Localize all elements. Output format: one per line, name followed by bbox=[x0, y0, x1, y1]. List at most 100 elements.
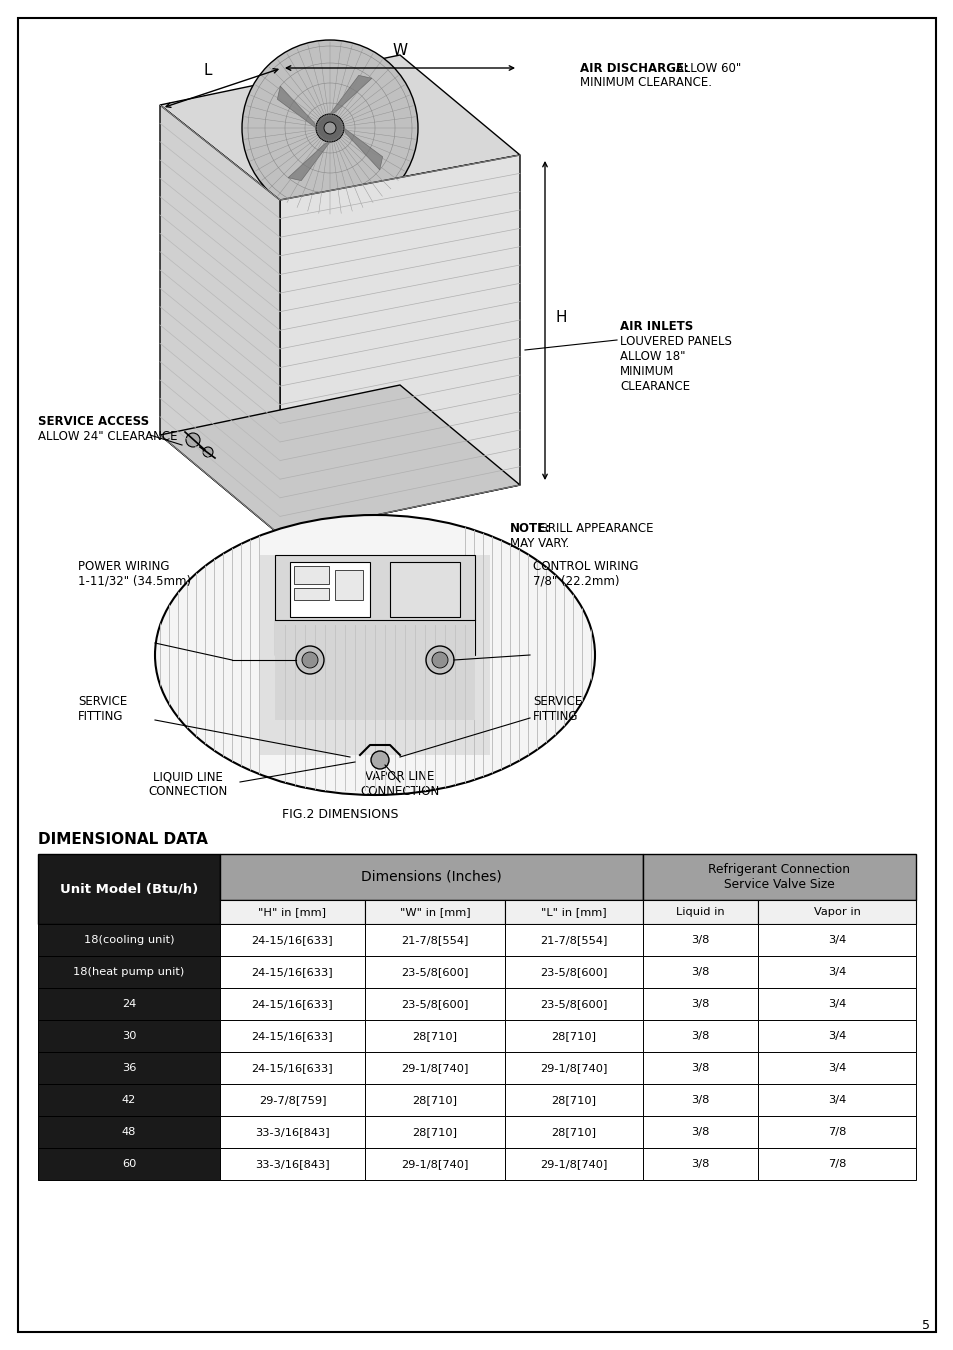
Text: 30: 30 bbox=[122, 1031, 136, 1041]
Bar bbox=[365, 1084, 504, 1116]
Text: 3/8: 3/8 bbox=[691, 1127, 709, 1137]
Text: CONTROL WIRING: CONTROL WIRING bbox=[533, 560, 638, 572]
Text: 23-5/8[600]: 23-5/8[600] bbox=[539, 967, 607, 977]
Bar bbox=[335, 570, 363, 599]
Bar bbox=[642, 900, 758, 923]
Text: 24-15/16[633]: 24-15/16[633] bbox=[252, 999, 333, 1008]
Bar bbox=[294, 589, 329, 599]
Polygon shape bbox=[280, 155, 519, 535]
Bar bbox=[38, 956, 220, 988]
Bar bbox=[758, 1084, 915, 1116]
Bar bbox=[365, 956, 504, 988]
Text: ALLOW 18": ALLOW 18" bbox=[619, 350, 685, 363]
Text: DIMENSIONAL DATA: DIMENSIONAL DATA bbox=[38, 832, 208, 846]
Bar bbox=[220, 988, 365, 1021]
Text: 29-1/8[740]: 29-1/8[740] bbox=[539, 1062, 607, 1073]
Bar bbox=[290, 562, 370, 617]
Bar bbox=[38, 1116, 220, 1148]
Text: 29-1/8[740]: 29-1/8[740] bbox=[401, 1160, 468, 1169]
Text: Dimensions (Inches): Dimensions (Inches) bbox=[361, 869, 501, 884]
Text: Unit Model (Btu/h): Unit Model (Btu/h) bbox=[60, 883, 198, 895]
Bar bbox=[504, 1116, 642, 1148]
Bar bbox=[504, 988, 642, 1021]
Text: 23-5/8[600]: 23-5/8[600] bbox=[401, 967, 468, 977]
Text: 7/8: 7/8 bbox=[827, 1127, 845, 1137]
Text: FITTING: FITTING bbox=[78, 710, 123, 724]
Text: "H" in [mm]: "H" in [mm] bbox=[258, 907, 326, 917]
Text: 24-15/16[633]: 24-15/16[633] bbox=[252, 1031, 333, 1041]
Polygon shape bbox=[160, 385, 519, 535]
Circle shape bbox=[242, 40, 417, 216]
Text: 36: 36 bbox=[122, 1062, 136, 1073]
Text: L: L bbox=[204, 63, 212, 78]
Bar bbox=[642, 1116, 758, 1148]
Bar bbox=[365, 1021, 504, 1052]
Text: CONNECTION: CONNECTION bbox=[360, 784, 439, 798]
Text: 3/4: 3/4 bbox=[827, 936, 845, 945]
Text: ALLOW 24" CLEARANCE: ALLOW 24" CLEARANCE bbox=[38, 431, 177, 443]
Circle shape bbox=[315, 113, 344, 142]
Text: 7/8: 7/8 bbox=[827, 1160, 845, 1169]
Text: 60: 60 bbox=[122, 1160, 136, 1169]
Text: 24: 24 bbox=[122, 999, 136, 1008]
Polygon shape bbox=[344, 128, 382, 170]
Bar bbox=[365, 988, 504, 1021]
Bar bbox=[642, 855, 915, 900]
Text: 3/8: 3/8 bbox=[691, 999, 709, 1008]
Text: 3/4: 3/4 bbox=[827, 999, 845, 1008]
Text: 28[710]: 28[710] bbox=[412, 1095, 457, 1106]
Text: Vapor in: Vapor in bbox=[813, 907, 860, 917]
Text: 3/8: 3/8 bbox=[691, 1095, 709, 1106]
Text: MINIMUM CLEARANCE.: MINIMUM CLEARANCE. bbox=[579, 76, 711, 89]
Text: GRILL APPEARANCE: GRILL APPEARANCE bbox=[535, 522, 653, 535]
Bar bbox=[642, 956, 758, 988]
Text: ALLOW 60": ALLOW 60" bbox=[671, 62, 740, 76]
Text: 3/4: 3/4 bbox=[827, 1095, 845, 1106]
Polygon shape bbox=[277, 86, 315, 128]
Bar bbox=[38, 923, 220, 956]
Text: 24-15/16[633]: 24-15/16[633] bbox=[252, 967, 333, 977]
Text: "W" in [mm]: "W" in [mm] bbox=[399, 907, 470, 917]
Text: SERVICE: SERVICE bbox=[78, 695, 127, 707]
Bar bbox=[642, 1021, 758, 1052]
Text: Refrigerant Connection
Service Valve Size: Refrigerant Connection Service Valve Siz… bbox=[708, 863, 850, 891]
Circle shape bbox=[426, 647, 454, 674]
Text: LOUVERED PANELS: LOUVERED PANELS bbox=[619, 335, 731, 348]
Bar bbox=[365, 1052, 504, 1084]
Text: FIG.2 DIMENSIONS: FIG.2 DIMENSIONS bbox=[281, 809, 397, 821]
Text: 23-5/8[600]: 23-5/8[600] bbox=[539, 999, 607, 1008]
Bar bbox=[220, 855, 642, 900]
Circle shape bbox=[203, 447, 213, 458]
Text: 3/8: 3/8 bbox=[691, 936, 709, 945]
Text: MAY VARY.: MAY VARY. bbox=[510, 537, 569, 549]
Bar bbox=[758, 1021, 915, 1052]
Text: SERVICE ACCESS: SERVICE ACCESS bbox=[38, 414, 149, 428]
Text: 29-1/8[740]: 29-1/8[740] bbox=[539, 1160, 607, 1169]
Text: MINIMUM: MINIMUM bbox=[619, 364, 674, 378]
Bar bbox=[504, 923, 642, 956]
Text: AIR DISCHARGE:: AIR DISCHARGE: bbox=[579, 62, 688, 76]
Bar bbox=[365, 900, 504, 923]
Polygon shape bbox=[288, 142, 330, 181]
Polygon shape bbox=[160, 55, 519, 200]
Text: "L" in [mm]: "L" in [mm] bbox=[540, 907, 606, 917]
Bar bbox=[38, 1021, 220, 1052]
Bar bbox=[504, 956, 642, 988]
Bar bbox=[642, 1052, 758, 1084]
Bar bbox=[220, 956, 365, 988]
Ellipse shape bbox=[154, 514, 595, 795]
Circle shape bbox=[302, 652, 317, 668]
Bar bbox=[294, 566, 329, 585]
Text: 21-7/8[554]: 21-7/8[554] bbox=[401, 936, 468, 945]
Polygon shape bbox=[330, 76, 372, 113]
Circle shape bbox=[186, 433, 200, 447]
Bar bbox=[758, 1148, 915, 1180]
Text: POWER WIRING: POWER WIRING bbox=[78, 560, 170, 572]
Text: CLEARANCE: CLEARANCE bbox=[619, 379, 689, 393]
Bar bbox=[504, 1084, 642, 1116]
Bar bbox=[38, 1052, 220, 1084]
Text: LIQUID LINE: LIQUID LINE bbox=[152, 769, 223, 783]
Bar bbox=[758, 923, 915, 956]
Text: 18(cooling unit): 18(cooling unit) bbox=[84, 936, 174, 945]
Text: H: H bbox=[556, 310, 567, 325]
